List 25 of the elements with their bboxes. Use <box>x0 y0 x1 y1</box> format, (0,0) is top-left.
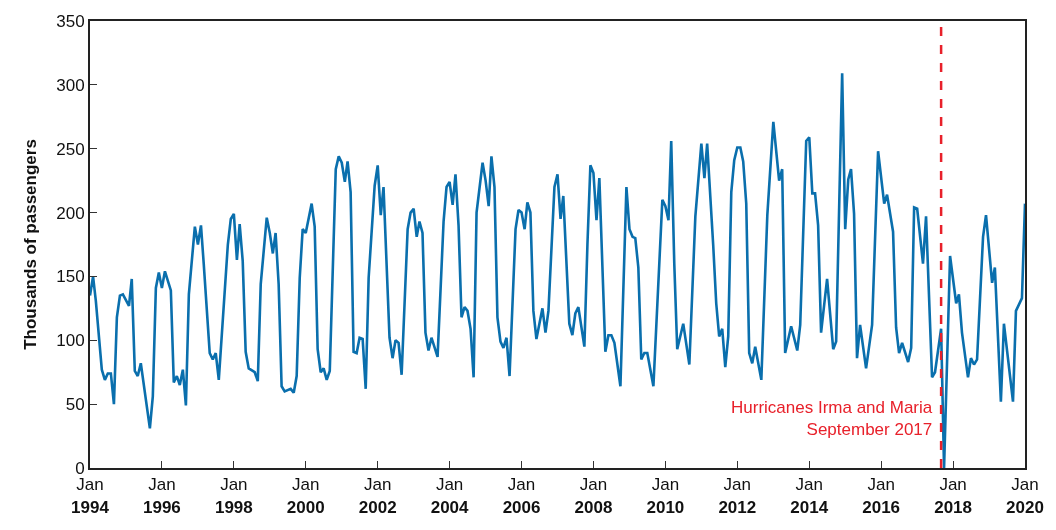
y-tick-label: 150 <box>56 267 85 287</box>
y-tick-label: 100 <box>56 331 85 351</box>
y-tick-label: 200 <box>56 203 85 223</box>
x-tick-label: Jan 2010 <box>646 475 685 517</box>
line-series <box>90 72 1025 468</box>
y-tick-label: 250 <box>56 139 85 159</box>
x-tick-label: Jan 2002 <box>358 475 397 517</box>
y-tick-label: 300 <box>56 75 85 95</box>
x-tick-label: Jan 2020 <box>1006 475 1044 517</box>
x-tick-label: Jan 1994 <box>71 475 110 517</box>
x-tick-label: Jan 1998 <box>214 475 253 517</box>
x-tick-label: Jan 2006 <box>502 475 541 517</box>
x-tick-label: Jan 2008 <box>574 475 613 517</box>
x-tick-label: Jan 2012 <box>718 475 757 517</box>
y-tick-label: 350 <box>56 11 85 31</box>
y-axis-title: Thousands of passengers <box>21 139 41 350</box>
x-tick-label: Jan 2004 <box>430 475 470 517</box>
x-tick-label: Jan 1996 <box>142 475 181 517</box>
x-tick-label: Jan 2000 <box>286 475 325 517</box>
y-tick-label: 50 <box>65 395 85 415</box>
y-tick-label: 0 <box>75 458 85 478</box>
ref-line-label: Hurricanes Irma and Maria September 2017 <box>731 398 933 440</box>
x-tick-label: Jan 2014 <box>790 475 829 517</box>
x-tick-label: Jan 2016 <box>862 475 901 517</box>
x-tick-label: Jan 2018 <box>934 475 973 517</box>
